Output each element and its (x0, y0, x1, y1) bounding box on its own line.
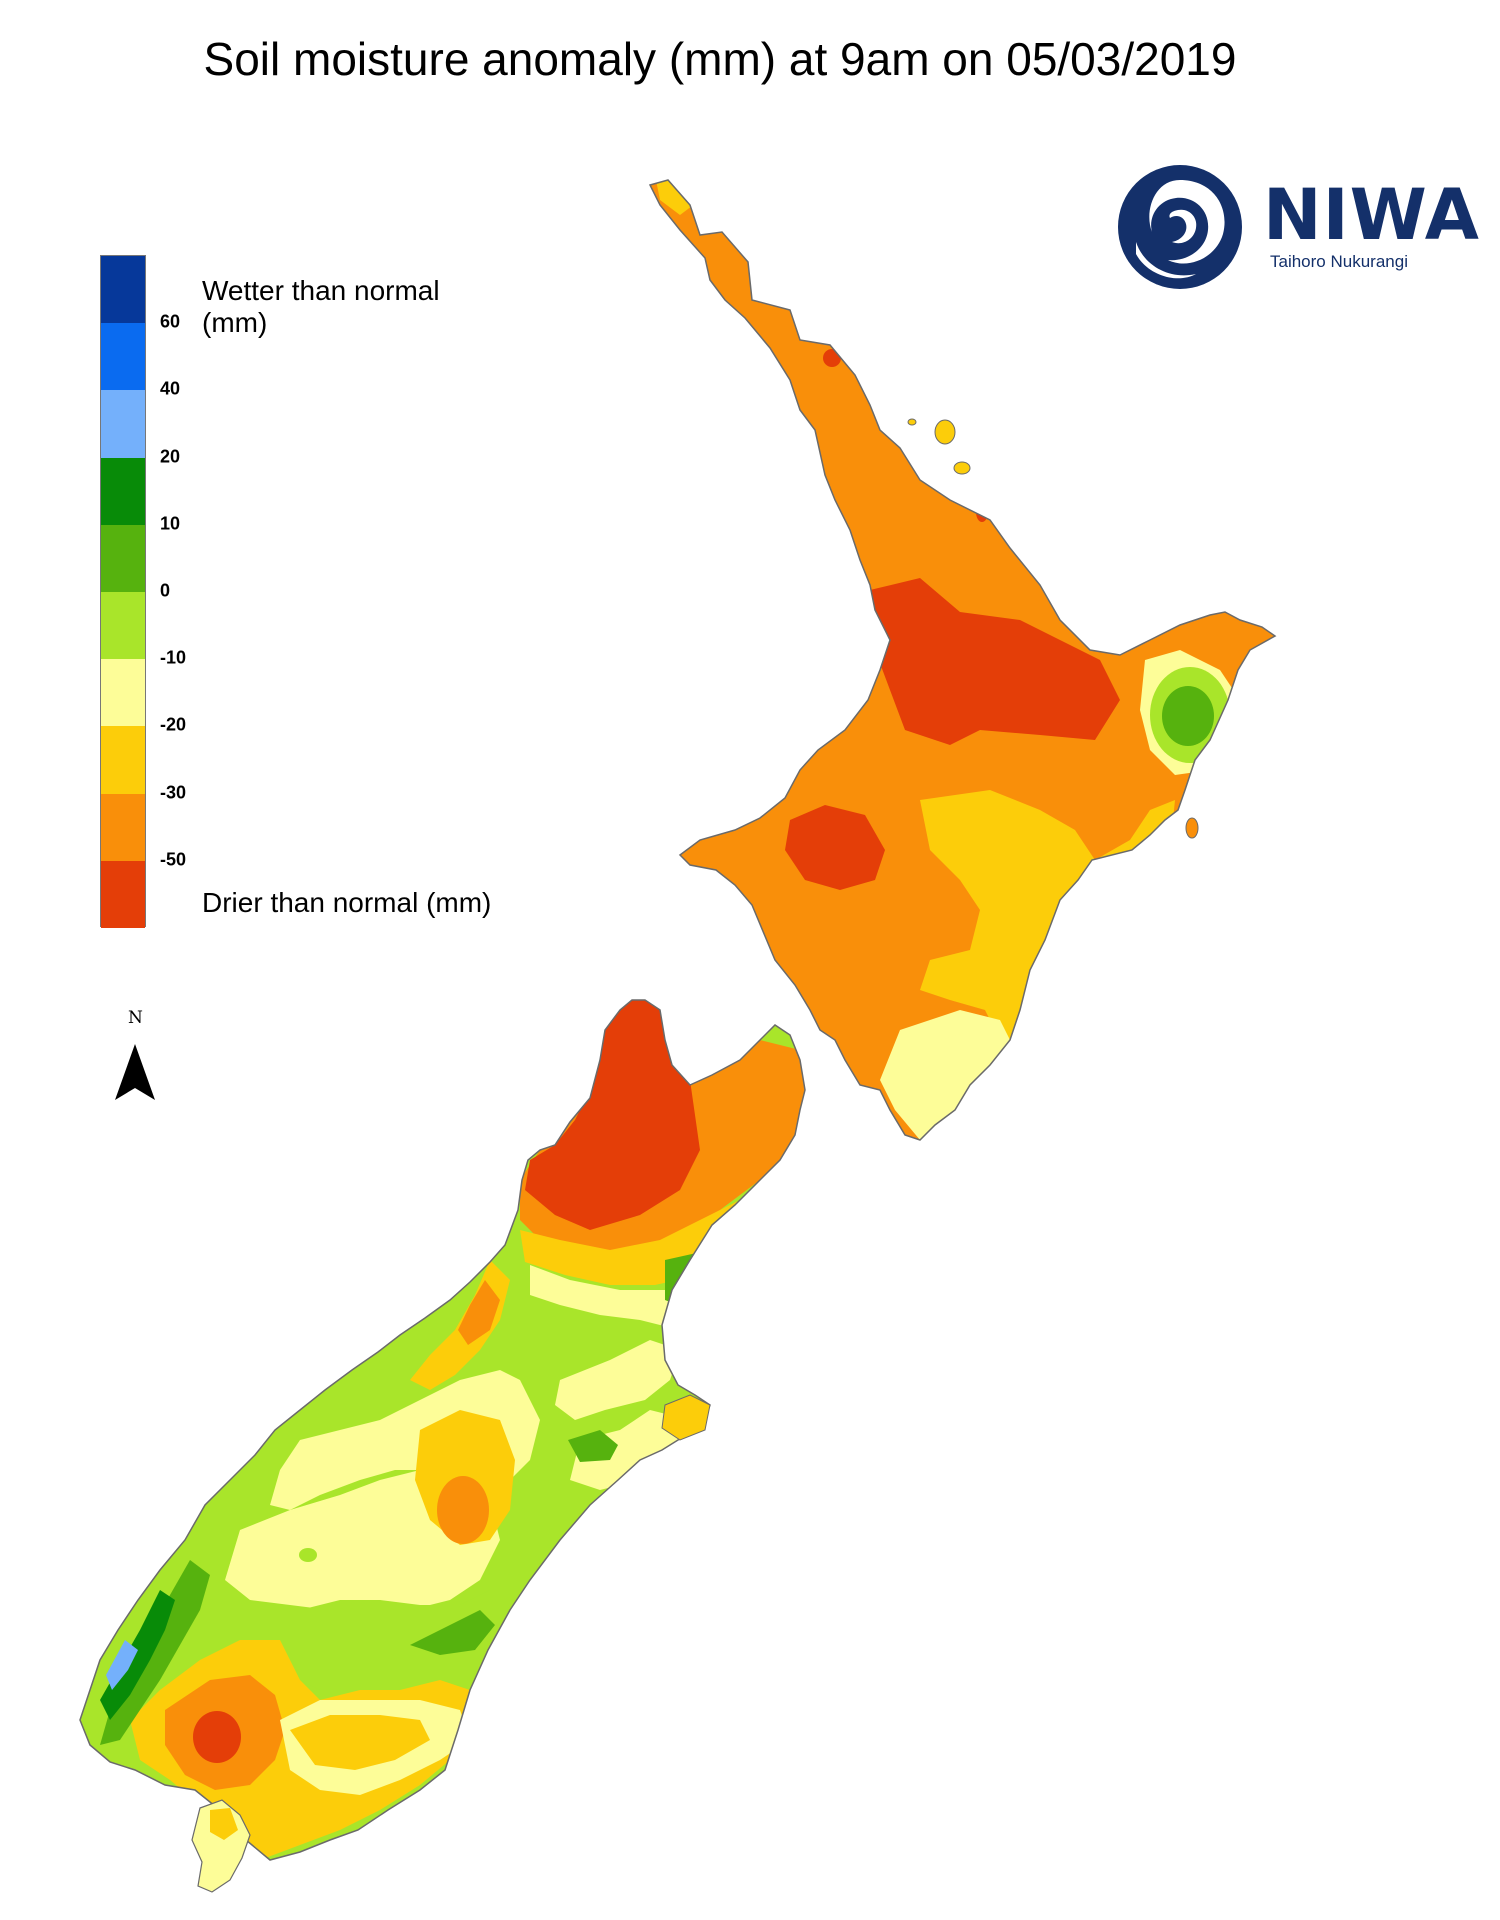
si-fiordland-wetter-zone (100, 1590, 175, 1720)
si-fiordland-wet-zone (100, 1560, 210, 1745)
si-otago-green-zone (290, 1590, 505, 1690)
legend-tick-label: -20 (160, 714, 187, 735)
ni-east-cape-wet-zone (1162, 686, 1214, 746)
north-arrow-icon (115, 1044, 155, 1100)
legend-swatch (101, 524, 145, 592)
si-canterbury-wet-zone (568, 1430, 618, 1462)
si-marlborough-wet-zone (665, 1250, 740, 1310)
legend-tick-label: 40 (160, 378, 181, 399)
legend-tick-label: -50 (160, 849, 187, 870)
legend: 60 40 20 10 0 -10 -20 -30 -50 Wetter than normal… (100, 255, 500, 935)
si-otago-wet-zone (410, 1610, 495, 1655)
legend-tick-label: 20 (160, 446, 181, 467)
legend-swatch (101, 323, 145, 391)
legend-swatch (101, 256, 145, 324)
ni-offshore-island (953, 461, 971, 475)
mahia-peninsula (1185, 817, 1199, 839)
legend-tick-label: -30 (160, 782, 187, 803)
legend-tick-label: -10 (160, 647, 187, 668)
si-small-green-spot (299, 1548, 317, 1562)
north-label: N (128, 1008, 143, 1028)
legend-color-bar (100, 255, 146, 928)
legend-tick-label: 10 (160, 513, 181, 534)
si-canterbury-north-zone (270, 1370, 540, 1510)
si-fiordland-wettest-zone (106, 1640, 138, 1690)
si-mackenzie-dry-zone (437, 1476, 489, 1544)
legend-swatch (101, 860, 145, 928)
si-nelson-dry-zone (525, 1000, 700, 1230)
ni-coromandel-spot (976, 502, 988, 522)
north-island (650, 180, 1275, 1140)
ni-hawkes-bay-green-zone (1075, 900, 1135, 1000)
si-canterbury-coast-zone (555, 1340, 680, 1420)
ni-waikato-dry-zone (870, 578, 1120, 745)
legend-drier-label: Drier than normal (mm) (202, 887, 492, 918)
legend-swatch (101, 726, 145, 794)
legend-swatch (101, 659, 145, 727)
legend-swatch (101, 390, 145, 458)
great-barrier-island (934, 419, 956, 445)
si-southland-driest-zone (193, 1711, 241, 1763)
logo-name: NIWA (1263, 174, 1480, 256)
si-coastline (79, 999, 806, 1861)
map-title: Soil moisture anomaly (mm) at 9am on 05/… (203, 33, 1237, 85)
niwa-logo: NIWA Taihoro Nukurangi (1118, 162, 1480, 292)
stewart-dry-zone (210, 1808, 238, 1840)
ni-coastline (648, 179, 1277, 1141)
legend-swatch (101, 793, 145, 861)
si-clutha-dry-zone (290, 1715, 430, 1770)
stewart-coastline (191, 1799, 251, 1893)
ni-taranaki-dry-zone (785, 805, 885, 890)
ni-north-spot (823, 349, 841, 367)
si-west-coast-dry-zone (458, 1280, 500, 1345)
legend-swatch (101, 591, 145, 660)
banks-peninsula (661, 1394, 711, 1441)
logo-subtitle: Taihoro Nukurangi (1270, 252, 1408, 271)
legend-tick-label: 0 (160, 580, 171, 601)
legend-swatch (101, 457, 145, 525)
south-island (80, 1000, 805, 1860)
niwa-swirl-icon (1118, 165, 1242, 289)
ni-hawkes-bay-wet-zone (1085, 920, 1120, 985)
ni-small-island (907, 418, 917, 426)
legend-tick-label: 60 (160, 311, 181, 332)
legend-wetter-label: Wetter than normal (mm) (202, 275, 440, 338)
north-arrow: N (112, 1008, 162, 1108)
